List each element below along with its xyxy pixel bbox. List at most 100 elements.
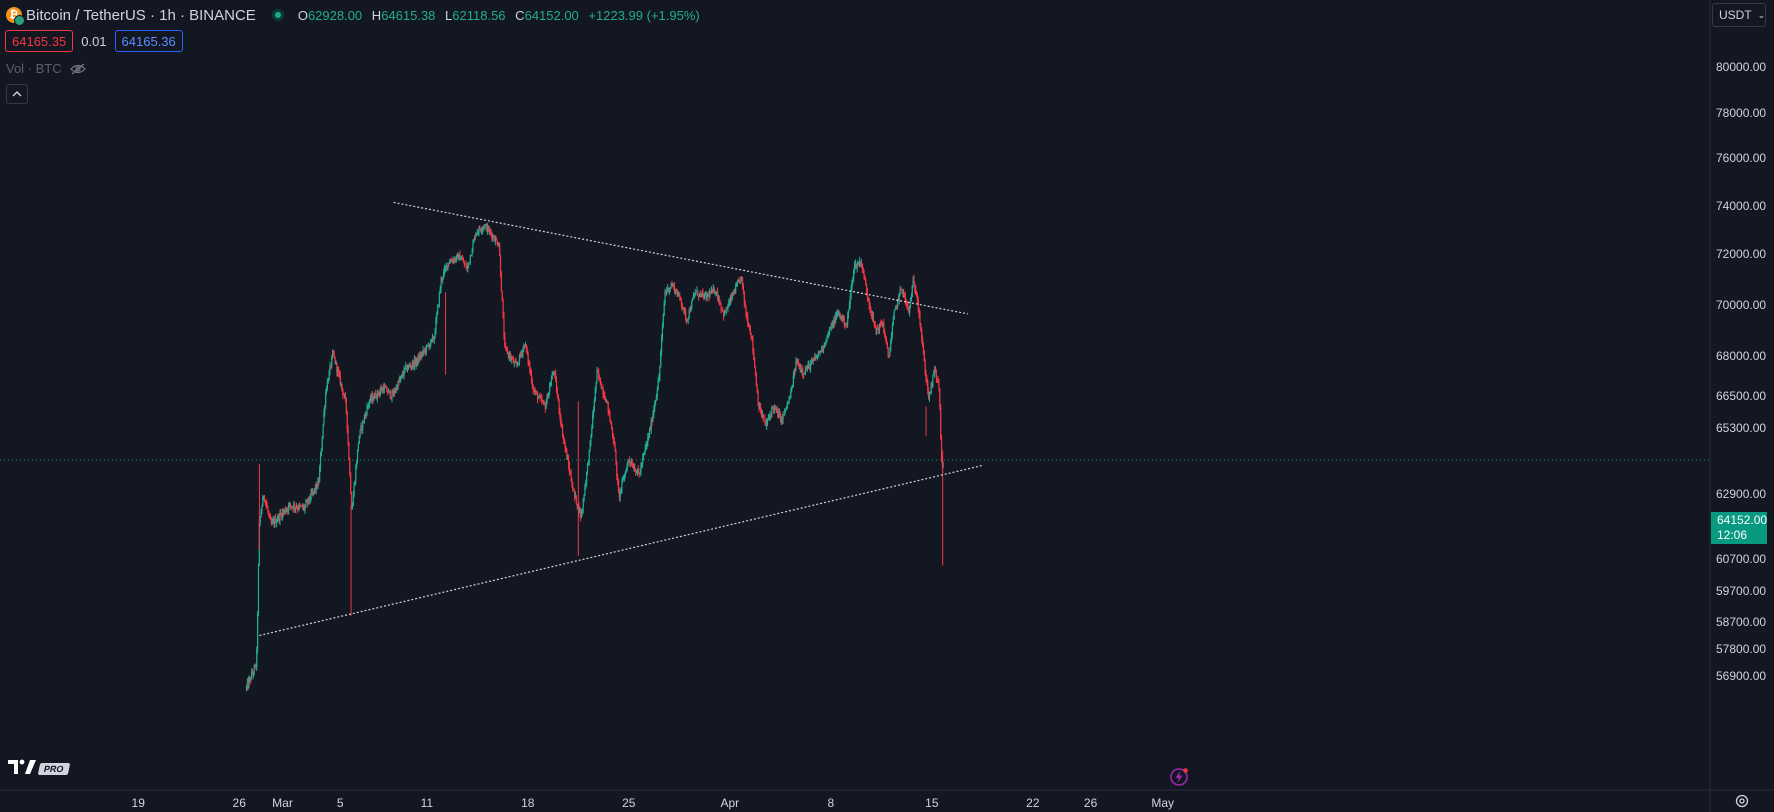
candle-body	[515, 361, 517, 365]
candle-body	[637, 469, 639, 473]
candle-body	[492, 235, 494, 239]
candle-body	[798, 363, 801, 370]
buy-price-button[interactable]: 64165.36	[114, 30, 183, 52]
symbol-title[interactable]: Bitcoin / TetherUS · 1h · BINANCE	[26, 6, 256, 24]
candle-body	[338, 373, 341, 376]
candle-body	[557, 395, 559, 401]
candle-body	[892, 319, 894, 326]
candle-body	[257, 613, 259, 650]
candle-body	[457, 254, 459, 260]
pro-badge: PRO	[37, 762, 70, 775]
candle-body	[443, 272, 445, 278]
market-status-dot-icon[interactable]	[271, 9, 284, 21]
time-axis[interactable]: 19 26 Mar 5 11 18 25 Apr 8 15 22 26 May	[132, 796, 1175, 810]
candle-body	[549, 386, 551, 392]
candle-body	[837, 311, 839, 314]
settings-icon[interactable]	[1734, 793, 1750, 809]
candle-body	[423, 350, 425, 352]
candle-body	[293, 504, 295, 509]
candle-body	[862, 268, 864, 270]
candle-body	[909, 305, 911, 313]
candle-body	[375, 393, 377, 398]
time-tick-label: 22	[1026, 796, 1040, 810]
candle-body	[320, 449, 322, 457]
candle-body	[585, 482, 587, 487]
tradingview-logo[interactable]: PRO	[8, 758, 70, 779]
eye-off-icon[interactable]	[69, 63, 86, 75]
price-tick-label: 68000.00	[1716, 349, 1766, 363]
candle-body	[484, 224, 486, 228]
candle-body	[570, 473, 572, 481]
candle-body	[499, 255, 502, 276]
upper-trendline[interactable]	[393, 201, 969, 315]
candle-body	[525, 344, 527, 351]
price-axis[interactable]: 80000.00 78000.00 76000.00 74000.00 72000.00…	[1716, 60, 1766, 683]
candle-body	[648, 436, 650, 438]
candle-body	[358, 435, 360, 444]
flash-icon[interactable]	[1169, 767, 1189, 787]
candle-body	[406, 368, 409, 371]
candle-body	[518, 354, 521, 363]
candle-body	[680, 299, 683, 305]
currency-select[interactable]: USDT ⌄	[1712, 3, 1766, 27]
candle-body	[638, 472, 640, 474]
candle-body	[536, 393, 539, 399]
candle-body	[526, 350, 528, 353]
collapse-legend-button[interactable]	[6, 84, 28, 104]
symbol-header[interactable]: ₿ Bitcoin / TetherUS · 1h · BINANCE O629…	[6, 5, 700, 26]
candle-body	[565, 447, 567, 451]
candle-body	[455, 255, 458, 260]
candle-body	[710, 289, 713, 294]
candle-body	[598, 376, 601, 378]
candle-body	[299, 504, 301, 506]
candle-body	[854, 263, 856, 266]
candle-body	[751, 337, 753, 339]
volume-indicator-legend[interactable]: Vol · BTC	[6, 61, 86, 76]
candle-body	[524, 344, 527, 347]
candle-body	[931, 383, 933, 386]
candle-body	[766, 418, 769, 423]
candle-body	[658, 377, 660, 381]
candle-body	[431, 337, 434, 340]
candle-body	[439, 288, 441, 293]
candle-body	[908, 308, 910, 313]
candle-body	[930, 383, 932, 393]
candle-body	[593, 400, 596, 410]
candle-body	[666, 291, 668, 293]
candle-body	[356, 462, 358, 468]
candle-body	[437, 304, 440, 307]
trendlines-group[interactable]	[259, 201, 983, 637]
candle-body	[605, 400, 608, 403]
candle-body	[698, 293, 701, 297]
candle-body	[314, 488, 316, 491]
candle-body	[760, 406, 762, 414]
candle-body	[530, 373, 533, 383]
candle-body	[890, 341, 892, 352]
candle-body	[771, 407, 773, 416]
candle-body	[613, 440, 615, 447]
candle-body	[696, 290, 698, 293]
candle-body	[382, 388, 384, 392]
candle-body	[392, 392, 394, 396]
candle-body	[875, 325, 877, 332]
candle-body	[381, 389, 383, 391]
candle-body	[735, 285, 738, 287]
candle-body	[634, 467, 636, 472]
candle-body	[263, 496, 265, 498]
candle-body	[267, 507, 269, 512]
candle-body	[473, 239, 475, 243]
candle-body	[940, 406, 942, 438]
ohlc-values: O62928.00 H64615.38 L62118.56 C64152.00 …	[297, 7, 700, 23]
candle-body	[497, 244, 499, 246]
candle-body	[915, 289, 917, 295]
candle-body	[704, 293, 707, 295]
candle-body	[415, 361, 417, 365]
sell-price-button[interactable]: 64165.35	[5, 30, 74, 52]
candle-body	[702, 292, 704, 295]
candle-body	[779, 414, 782, 422]
candle-body	[317, 481, 319, 488]
candle-body	[709, 292, 711, 298]
candle-body	[611, 423, 613, 429]
candle-body	[910, 296, 912, 300]
